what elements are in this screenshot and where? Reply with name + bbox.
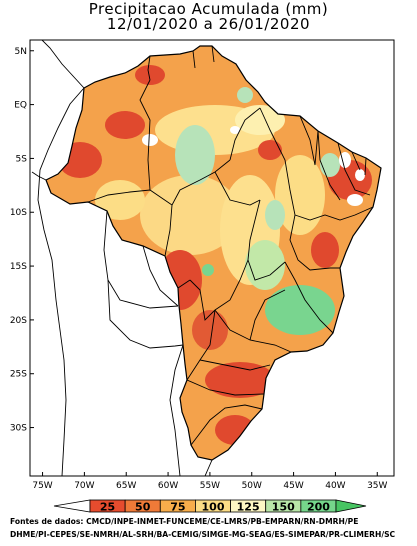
lat-label: 5N [15, 47, 27, 57]
lat-label: EQ [14, 101, 27, 111]
data-sources-line1: Fontes de dados: CMCD/INPE-INMET-FUNCEME… [10, 517, 359, 526]
legend-arrow-high [335, 499, 367, 513]
legend-label: 200 [307, 501, 330, 514]
data-sources-line2: DHME/PI-CEPES/SE-NMRH/AL-SRH/BA-CEMIG/SI… [10, 530, 396, 539]
legend-label: 125 [237, 501, 260, 514]
lon-label: 60W [158, 481, 178, 491]
lat-label: 20S [10, 316, 27, 326]
legend-label: 50 [135, 501, 151, 514]
lon-label: 40W [325, 481, 345, 491]
legend-label: 75 [170, 501, 185, 514]
map-title-line1: Precipitacao Acumulada (mm) [88, 0, 329, 18]
lat-label: 30S [10, 424, 27, 434]
legend-label: 100 [202, 501, 225, 514]
lon-label: 45W [283, 481, 303, 491]
legend-label: 25 [100, 501, 115, 514]
legend-label: 150 [272, 501, 295, 514]
legend-arrow-low [53, 499, 91, 513]
lon-label: 75W [32, 481, 52, 491]
legend-colorbar: 25 50 75 100 125 150 200 [53, 499, 367, 514]
lat-label: 5S [16, 154, 28, 164]
lon-label: 55W [200, 481, 220, 491]
lat-label: 15S [10, 262, 27, 272]
map-title-line2: 12/01/2020 a 26/01/2020 [106, 15, 311, 33]
boundaries [31, 40, 382, 476]
graticule-ticks: 5N EQ 5S 10S 15S 20S 25S 30S 75W 70W 65W 60W 55W 50W 4… [10, 47, 388, 491]
lon-label: 50W [242, 481, 262, 491]
lon-label: 35W [367, 481, 387, 491]
lon-label: 70W [74, 481, 94, 491]
lat-label: 25S [10, 370, 27, 380]
lon-label: 65W [116, 481, 136, 491]
lat-label: 10S [10, 208, 27, 218]
